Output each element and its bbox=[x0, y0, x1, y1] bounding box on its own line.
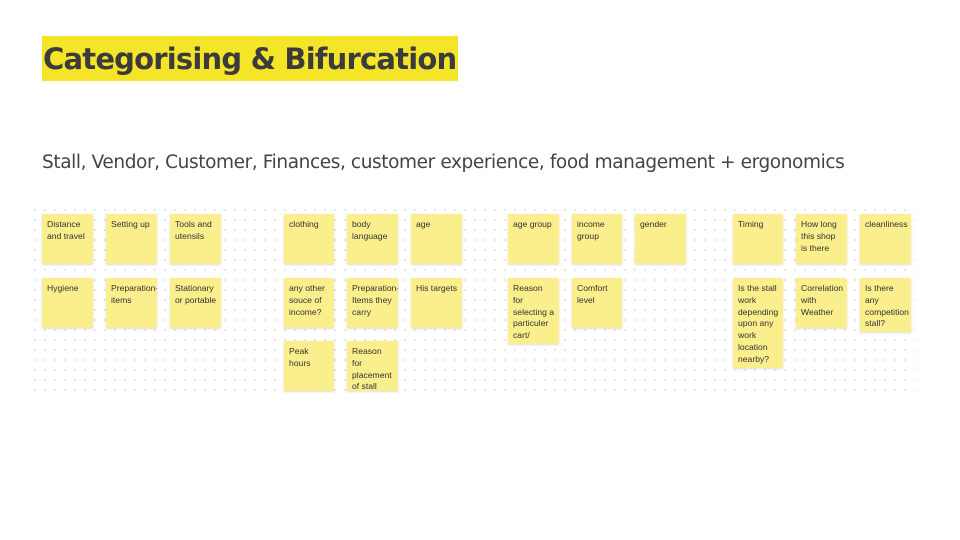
sticky-note[interactable]: Reason for placement of stall bbox=[347, 341, 398, 391]
note-text: How long this shop is there bbox=[801, 219, 837, 253]
note-text: Is there any competition stall? bbox=[865, 283, 909, 329]
sticky-note[interactable]: Is there any competition stall? bbox=[860, 278, 911, 332]
note-text: Timing bbox=[738, 219, 764, 229]
note-text: age bbox=[416, 219, 431, 229]
sticky-note[interactable]: Correlation with Weather bbox=[796, 278, 847, 328]
title-highlight: Categorising & Bifurcation bbox=[42, 36, 459, 81]
note-text: income group bbox=[577, 219, 605, 241]
sticky-note[interactable]: Preparation-items bbox=[106, 278, 157, 328]
sticky-note[interactable]: body language bbox=[347, 214, 398, 264]
sticky-note[interactable]: Setting up bbox=[106, 214, 157, 264]
note-text: body language bbox=[352, 219, 388, 241]
sticky-note[interactable]: Preparation-Items they carry bbox=[347, 278, 398, 328]
sticky-note[interactable]: His targets bbox=[411, 278, 462, 328]
note-text: Preparation-items bbox=[111, 283, 157, 305]
sticky-note[interactable]: Stationary or portable bbox=[170, 278, 221, 328]
sticky-note[interactable]: cleanliness bbox=[860, 214, 911, 264]
sticky-note[interactable]: Timing bbox=[733, 214, 783, 264]
sticky-note[interactable]: Comfort level bbox=[572, 278, 622, 328]
note-text: Preparation-Items they carry bbox=[352, 283, 398, 317]
sticky-note[interactable]: Peak hours bbox=[284, 341, 334, 391]
note-text: Setting up bbox=[111, 219, 150, 229]
note-text: Tools and utensils bbox=[175, 219, 212, 241]
note-text: any other souce of income? bbox=[289, 283, 325, 317]
note-text: His targets bbox=[416, 283, 458, 293]
slide-subtitle: Stall, Vendor, Customer, Finances, custo… bbox=[42, 152, 845, 173]
sticky-note[interactable]: income group bbox=[572, 214, 622, 264]
note-text: Reason for selecting a particuler cart/ … bbox=[513, 283, 555, 344]
note-text: Distance and travel bbox=[47, 219, 85, 241]
note-text: Reason for placement of stall bbox=[352, 346, 392, 391]
sticky-note[interactable]: any other souce of income? bbox=[284, 278, 334, 328]
note-text: Correlation with Weather bbox=[801, 283, 844, 317]
note-text: Comfort level bbox=[577, 283, 608, 305]
sticky-note[interactable]: clothing bbox=[284, 214, 334, 264]
sticky-note[interactable]: Tools and utensils bbox=[170, 214, 221, 264]
note-text: age group bbox=[513, 219, 552, 229]
sticky-note[interactable]: Hygiene bbox=[42, 278, 93, 328]
note-text: gender bbox=[640, 219, 667, 229]
sticky-note[interactable]: age group bbox=[508, 214, 559, 264]
sticky-note[interactable]: Is the stall work depending upon any wor… bbox=[733, 278, 783, 368]
note-text: Is the stall work depending upon any wor… bbox=[738, 283, 779, 364]
note-text: Stationary or portable bbox=[175, 283, 217, 305]
sticky-note[interactable]: How long this shop is there bbox=[796, 214, 847, 264]
sticky-note[interactable]: age bbox=[411, 214, 462, 264]
sticky-note[interactable]: Reason for selecting a particuler cart/ … bbox=[508, 278, 559, 344]
sticky-note[interactable]: Distance and travel bbox=[42, 214, 93, 264]
note-text: Peak hours bbox=[289, 346, 311, 368]
note-text: Hygiene bbox=[47, 283, 79, 293]
slide-title: Categorising & Bifurcation bbox=[43, 42, 457, 76]
note-text: clothing bbox=[289, 219, 319, 229]
sticky-note[interactable]: gender bbox=[635, 214, 686, 264]
note-text: cleanliness bbox=[865, 219, 908, 229]
